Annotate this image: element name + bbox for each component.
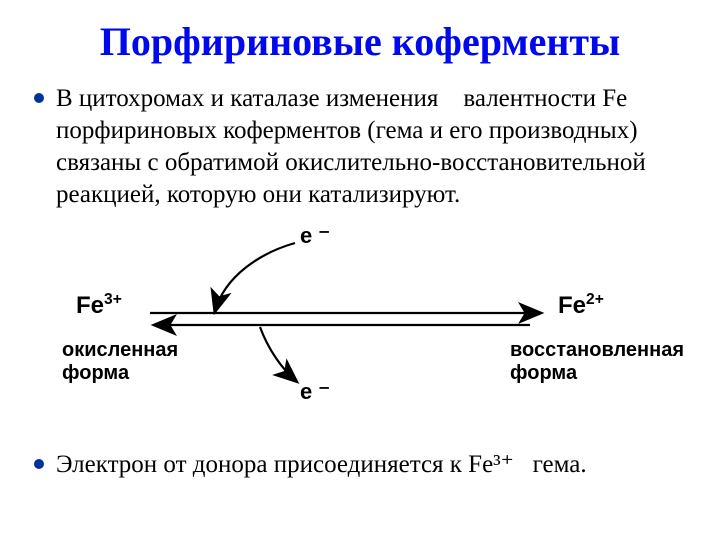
page-title: Порфириновые коферменты (0, 0, 720, 83)
reaction-arrows-icon (0, 221, 720, 441)
bullet-text-1: В цитохромах и каталазе изменения валент… (56, 83, 692, 211)
bullet-item-2: Электрон от донора присоединяется к Fe³⁺… (0, 449, 720, 481)
bullet-dot-icon (34, 459, 44, 469)
reaction-diagram: Fe3+ Fe2+ окисленная форма восстановленн… (0, 221, 720, 441)
bullet-item-1: В цитохромах и каталазе изменения валент… (0, 83, 720, 211)
bullet-dot-icon (34, 93, 44, 103)
bullet-text-2: Электрон от донора присоединяется к Fe³⁺… (56, 449, 692, 481)
